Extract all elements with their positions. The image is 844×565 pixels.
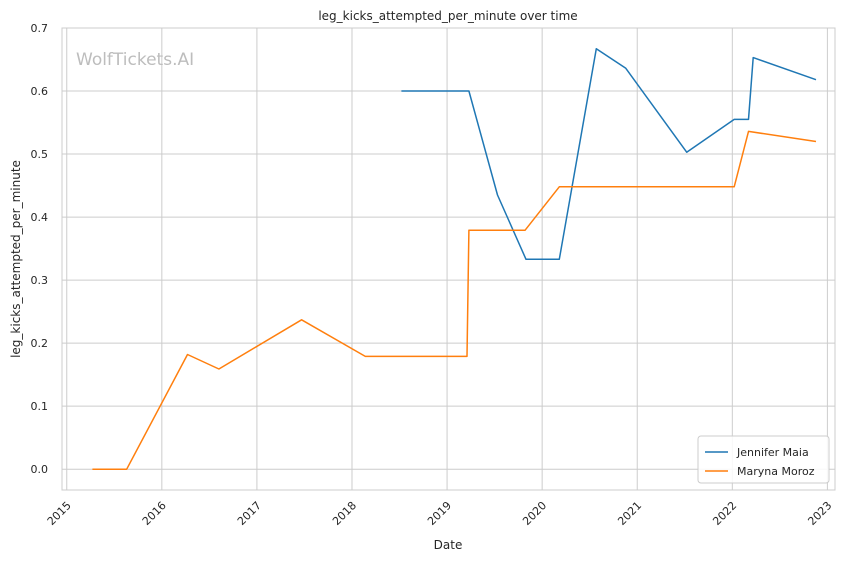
watermark: WolfTickets.AI [76,50,194,70]
y-tick-label: 0.2 [31,337,49,350]
legend: Jennifer Maia Maryna Moroz [697,435,830,484]
y-tick-label: 0.5 [31,148,49,161]
y-tick-label: 0.1 [31,400,49,413]
y-axis-label: leg_kicks_attempted_per_minute [9,160,23,358]
chart-title: leg_kicks_attempted_per_minute over time [318,9,577,23]
legend-box [697,435,830,484]
y-tick-labels: 0.0 0.1 0.2 0.3 0.4 0.5 0.6 0.7 [31,22,49,476]
y-tick-label: 0.7 [31,22,49,35]
y-tick-label: 0.0 [31,463,49,476]
series-line-maryna-moroz [92,130,817,470]
legend-label-jennifer-maia: Jennifer Maia [736,446,809,459]
plot-frame [61,27,836,491]
y-tick-label: 0.3 [31,274,49,287]
y-tick-label: 0.6 [31,85,49,98]
series-lines [92,48,817,470]
legend-label-maryna-moroz: Maryna Moroz [737,465,815,478]
series-line-jennifer-maia [401,48,817,261]
x-axis-label: Date [434,538,463,552]
y-tick-label: 0.4 [31,211,49,224]
